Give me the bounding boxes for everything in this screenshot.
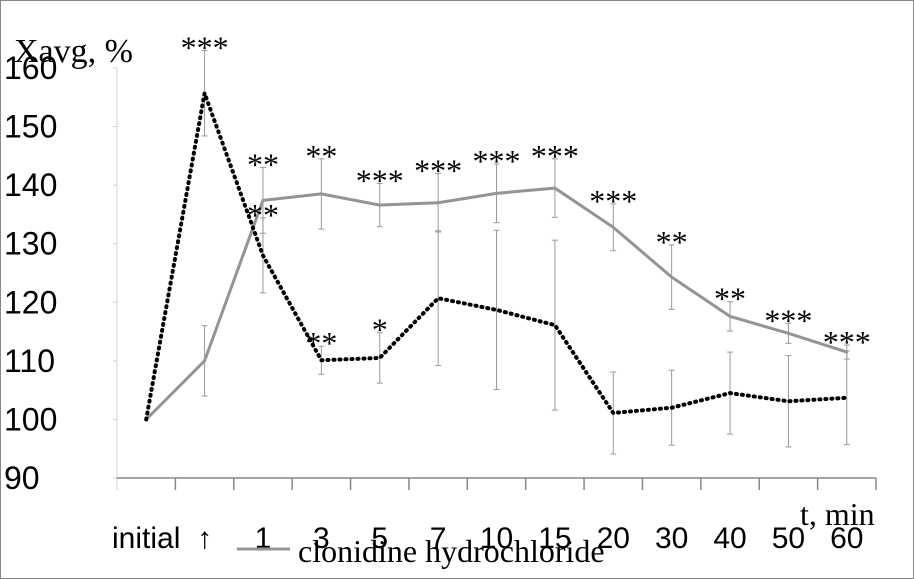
significance-label: *** [473,143,521,179]
x-tick-label: 10 [480,522,513,555]
y-tick-label: 90 [4,460,40,496]
y-axis-label: Xavg, % [14,33,133,70]
significance-label: *** [764,302,812,338]
x-tick-label: 60 [830,522,863,555]
x-tick-label: 20 [597,522,630,555]
x-tick-label: 5 [371,522,388,555]
x-tick-label: 3 [313,522,330,555]
significance-label: ** [247,147,279,183]
x-tick-label: 15 [538,522,571,555]
significance-label: ** [305,325,337,361]
significance-label: *** [356,162,404,198]
significance-label: ** [247,197,279,233]
y-tick-label: 110 [4,343,55,379]
significance-label: * [372,312,388,348]
y-tick-label: 150 [4,109,57,145]
x-tick-label: 7 [430,522,447,555]
x-tick-label: 30 [655,522,688,555]
significance-label: ** [714,281,746,317]
significance-label: *** [531,138,579,174]
y-tick-label: 120 [4,284,57,320]
y-tick-label: 140 [4,167,57,203]
data-line [144,186,849,421]
significance-label: ** [305,138,337,174]
legend-label: clonidine hydrochloride [298,533,605,569]
x-tick-label: 40 [713,522,746,555]
x-axis-label: t, min [800,496,875,532]
y-tick-label: 130 [4,226,57,262]
x-tick-label: ↑ [197,522,212,555]
significance-label: *** [414,152,462,188]
data-line [144,85,849,422]
y-tick-label: 160 [4,50,57,86]
significance-label: *** [589,183,637,219]
y-tick-label: 100 [4,401,57,437]
significance-label: ** [656,224,688,260]
significance-label: *** [181,29,229,65]
x-tick-label: initial [112,522,180,555]
x-tick-label: 1 [255,522,272,555]
x-tick-label: 50 [772,522,805,555]
